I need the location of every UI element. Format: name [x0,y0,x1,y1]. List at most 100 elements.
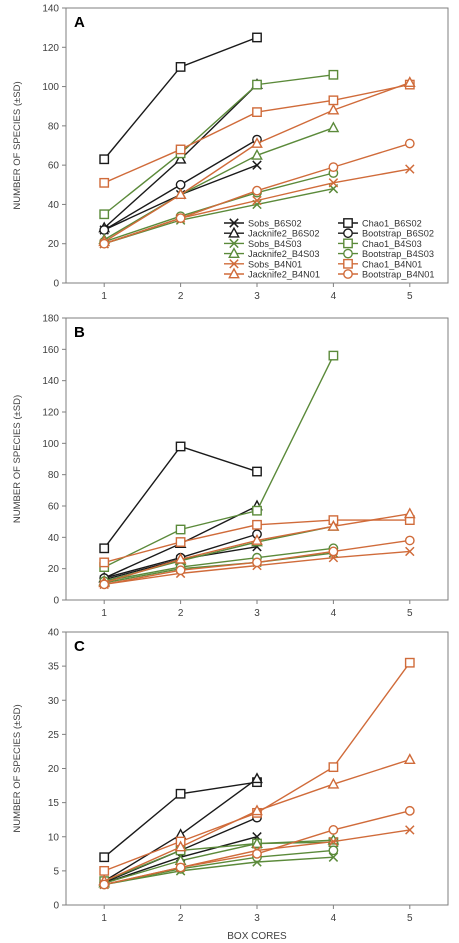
legend-label: Jacknife2_B6S02 [248,229,320,239]
data-point [175,62,186,72]
data-point [252,505,262,516]
data-point [99,154,110,165]
y-tick-label: 0 [53,901,59,912]
data-point [174,152,187,164]
legend-label: Bootstrap_B4S03 [362,249,434,259]
y-axis-label: NUMBER OF SPECIES (±SD) [12,704,23,832]
legend-item: Jacknife2_B4N01 [224,267,320,280]
data-point [405,825,415,835]
y-tick-label: 40 [48,533,60,544]
legend-marker [343,218,353,228]
series-line [104,547,334,582]
x-tick-label: 1 [101,913,107,924]
legend-item: Jacknife2_B6S02 [224,226,320,239]
data-point [252,848,262,859]
y-tick-label: 0 [53,596,59,607]
legend-marker [343,269,353,279]
data-point [328,350,339,361]
y-tick-label: 100 [42,439,59,450]
data-point [251,772,263,784]
data-point [403,507,416,519]
x-tick-label: 1 [101,291,107,302]
data-point [175,862,186,873]
data-point [99,865,110,876]
legend-item: Jacknife2_B4S03 [224,247,320,259]
legend-item: Sobs_B6S02 [224,218,302,229]
data-point [175,441,186,452]
data-point [404,805,415,816]
data-point [252,160,262,170]
data-point [175,788,186,799]
data-point [404,657,415,668]
y-tick-label: 20 [48,764,60,775]
data-point [174,552,187,564]
data-point [175,565,186,576]
series-chao1-b6s02 [99,32,262,165]
data-point [252,557,262,568]
data-point [252,195,262,206]
data-point [251,804,263,816]
y-tick-label: 120 [42,43,59,54]
series-line [103,841,334,882]
x-tick-label: 4 [331,608,337,619]
data-point [327,519,340,531]
data-point [99,177,110,188]
legend-marker [229,238,239,249]
legend-item: Chao1_B6S02 [338,218,422,229]
data-point [328,162,339,173]
legend-label: Sobs_B4S03 [248,239,302,249]
data-point [328,69,339,80]
legend-label: Bootstrap_B4N01 [362,270,435,280]
y-tick-label: 40 [48,200,60,211]
panel-label: B [74,324,85,341]
series-chao1-b6s02 [99,441,262,554]
legend-marker [228,247,240,258]
x-tick-label: 1 [101,608,107,619]
y-tick-label: 20 [48,564,60,575]
y-tick-label: 160 [42,345,59,356]
y-tick-label: 35 [48,662,60,673]
panel-label: A [74,14,85,31]
y-tick-label: 80 [48,121,60,132]
x-tick-label: 3 [254,913,260,924]
legend-item: Sobs_B4N01 [224,259,302,269]
data-point [328,825,339,835]
series-line [104,552,334,584]
series-bootstrap-b4n01 [99,805,415,890]
legend-item: Chao1_B4S03 [338,238,422,249]
y-tick-label: 20 [48,239,60,250]
x-tick-label: 2 [178,913,184,924]
y-tick-label: 30 [48,696,60,707]
x-tick-label: 4 [331,291,337,302]
data-point [252,107,262,118]
data-point [328,762,339,773]
y-tick-label: 60 [48,161,60,172]
y-tick-label: 80 [48,470,60,481]
data-point [328,836,339,847]
data-point [251,837,263,848]
legend-label: Sobs_B4N01 [248,259,302,269]
series-bootstrap-b4n01 [99,535,415,590]
legend-marker [343,238,353,249]
chart-panel-b: 0 20 40 60 80 100 120 140 160 180 1 2 3 4 5 NUMBER OF S… [12,314,449,619]
data-point [99,238,110,249]
chart-panel-a: 0 20 40 60 80 100 120 140 1 2 3 4 5 NUMBER OF SPECIES… [12,4,449,302]
data-point [327,103,340,115]
x-axis-label: BOX CORES [227,931,287,942]
series-line [103,188,334,245]
y-tick-label: 40 [48,628,60,639]
legend-marker [229,218,239,228]
data-point [251,148,263,160]
data-point [99,852,110,863]
data-point [327,121,340,133]
legend-marker [343,258,353,269]
panel-label: C [74,638,85,655]
legend-item: Sobs_B4S03 [224,238,302,249]
data-point [405,164,415,174]
data-point [403,753,416,765]
y-axis-label: NUMBER OF SPECIES (±SD) [12,395,23,523]
legend: Sobs_B6S02 Chao1_B6S02 Jacknife2_B6S02 Boot… [224,218,435,280]
legend-label: Jacknife2_B4S03 [248,249,320,259]
legend-label: Jacknife2_B4N01 [248,270,320,280]
